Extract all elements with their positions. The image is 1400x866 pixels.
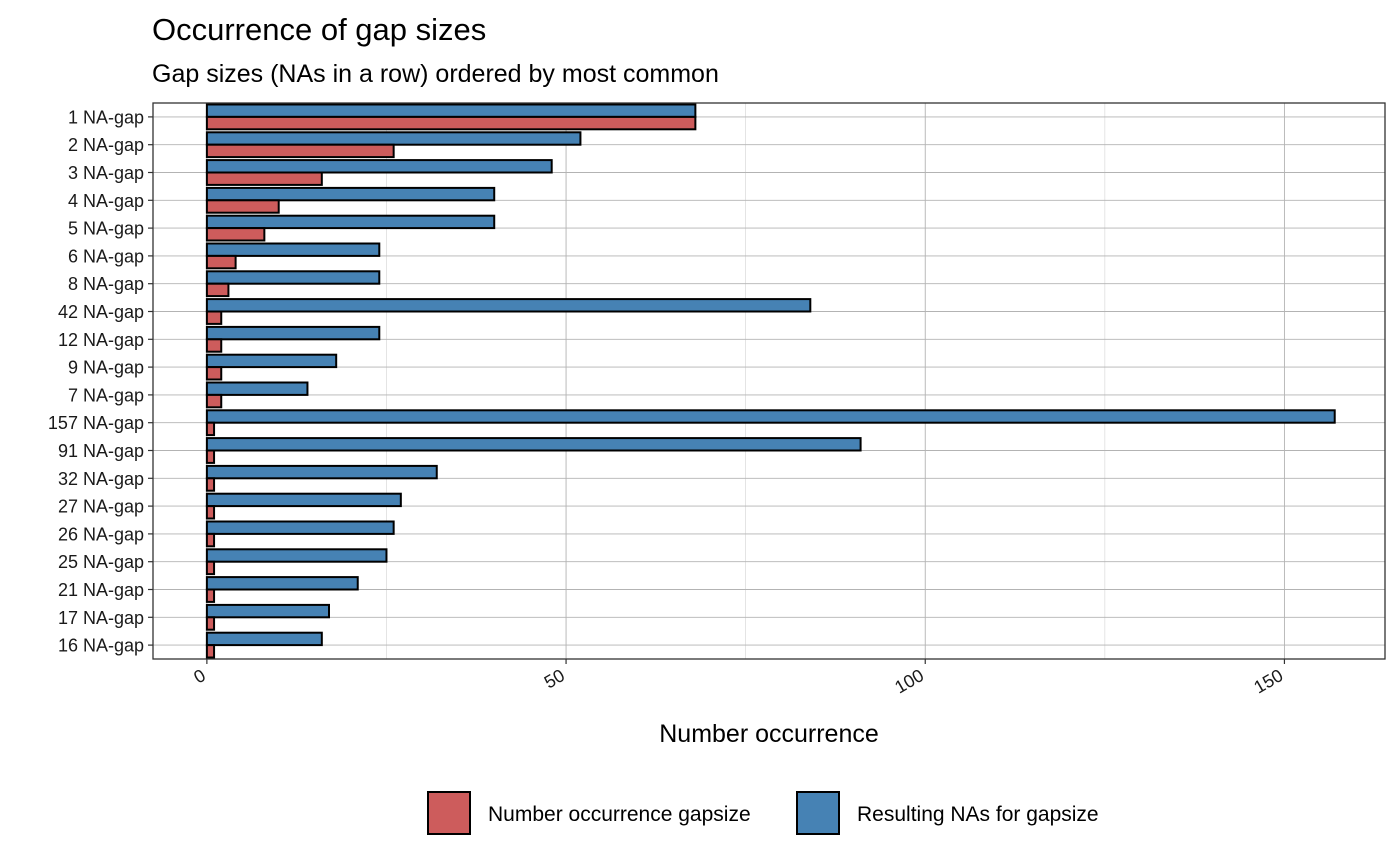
y-tick-label: 4 NA-gap	[68, 191, 144, 211]
bar-number-occurrence	[205, 227, 266, 242]
chart-title: Occurrence of gap sizes	[152, 12, 486, 47]
y-tick-label: 91 NA-gap	[58, 441, 144, 461]
y-tick-label: 17 NA-gap	[58, 608, 144, 628]
bar-number-occurrence	[205, 560, 216, 576]
bar-resulting-nas	[205, 520, 395, 535]
bar-resulting-nas	[205, 325, 381, 341]
bar-resulting-nas	[205, 381, 309, 396]
bar-number-occurrence	[205, 115, 697, 131]
bar-resulting-nas	[205, 131, 582, 146]
bar-number-occurrence	[205, 449, 216, 464]
y-tick-label: 27 NA-gap	[58, 497, 144, 517]
bar-resulting-nas	[205, 409, 1336, 424]
bar-number-occurrence	[205, 338, 223, 353]
x-axis: 0 50 100 150	[190, 659, 1286, 697]
legend-label: Resulting NAs for gapsize	[857, 803, 1099, 826]
bar-number-occurrence	[205, 199, 280, 214]
bar-resulting-nas	[205, 437, 862, 452]
y-tick-label: 21 NA-gap	[58, 580, 144, 600]
bar-resulting-nas	[205, 214, 496, 230]
bar-number-occurrence	[205, 393, 223, 409]
y-tick-label: 3 NA-gap	[68, 163, 144, 183]
bar-resulting-nas	[205, 242, 381, 257]
bar-number-occurrence	[205, 421, 216, 437]
legend-swatch	[796, 791, 840, 835]
bar-number-occurrence	[205, 282, 230, 298]
x-axis-title: Number occurrence	[659, 720, 879, 748]
bars	[205, 103, 1336, 659]
legend-label: Number occurrence gapsize	[488, 803, 751, 826]
x-tick-label: 0	[190, 665, 209, 687]
x-tick-label: 100	[891, 665, 927, 697]
y-tick-label: 6 NA-gap	[68, 246, 144, 266]
legend-item-resulting-nas: Resulting NAs for gapsize	[796, 791, 1099, 835]
bar-number-occurrence	[205, 532, 216, 548]
y-tick-label: 7 NA-gap	[68, 385, 144, 405]
bar-resulting-nas	[205, 492, 402, 508]
bar-number-occurrence	[205, 171, 323, 186]
y-tick-label: 42 NA-gap	[58, 302, 144, 322]
bar-resulting-nas	[205, 353, 338, 369]
bar-resulting-nas	[205, 103, 697, 118]
bar-resulting-nas	[205, 270, 381, 285]
bar-resulting-nas	[205, 298, 812, 313]
bar-number-occurrence	[205, 366, 223, 381]
bar-resulting-nas	[205, 186, 496, 202]
y-tick-label: 9 NA-gap	[68, 358, 144, 378]
y-tick-label: 25 NA-gap	[58, 552, 144, 572]
legend-swatch	[427, 791, 471, 835]
plot-area	[152, 102, 1386, 660]
y-tick-label: 1 NA-gap	[68, 107, 144, 127]
y-tick-label: 12 NA-gap	[58, 330, 144, 350]
bar-resulting-nas	[205, 576, 359, 591]
bar-number-occurrence	[205, 588, 216, 603]
bar-number-occurrence	[205, 505, 216, 520]
bar-number-occurrence	[205, 254, 237, 270]
y-tick-label: 2 NA-gap	[68, 135, 144, 155]
bar-number-occurrence	[205, 616, 216, 631]
bar-number-occurrence	[205, 143, 395, 159]
bar-resulting-nas	[205, 631, 323, 647]
bar-resulting-nas	[205, 159, 553, 174]
bar-resulting-nas	[205, 464, 438, 480]
y-tick-label: 5 NA-gap	[68, 219, 144, 239]
legend-item-number-occurrence: Number occurrence gapsize	[427, 791, 751, 835]
y-tick-label: 8 NA-gap	[68, 274, 144, 294]
bar-number-occurrence	[205, 644, 216, 659]
chart-subtitle: Gap sizes (NAs in a row) ordered by most…	[152, 60, 719, 88]
x-tick-label: 50	[541, 665, 568, 692]
bar-resulting-nas	[205, 548, 388, 563]
x-tick-label: 150	[1250, 665, 1286, 697]
y-tick-label: 26 NA-gap	[58, 524, 144, 544]
bar-number-occurrence	[205, 477, 216, 492]
legend: Number occurrence gapsize Resulting NAs f…	[427, 791, 1099, 835]
plot-background	[153, 103, 1385, 659]
bar-resulting-nas	[205, 603, 330, 619]
bar-number-occurrence	[205, 310, 223, 325]
y-tick-label: 16 NA-gap	[58, 636, 144, 656]
y-tick-label: 157 NA-gap	[48, 413, 144, 433]
y-tick-label: 32 NA-gap	[58, 469, 144, 489]
plot-border	[152, 102, 1386, 660]
y-axis: 1 NA-gap 2 NA-gap 3 NA-gap 4 NA-gap 5 NA-gap…	[48, 107, 153, 656]
